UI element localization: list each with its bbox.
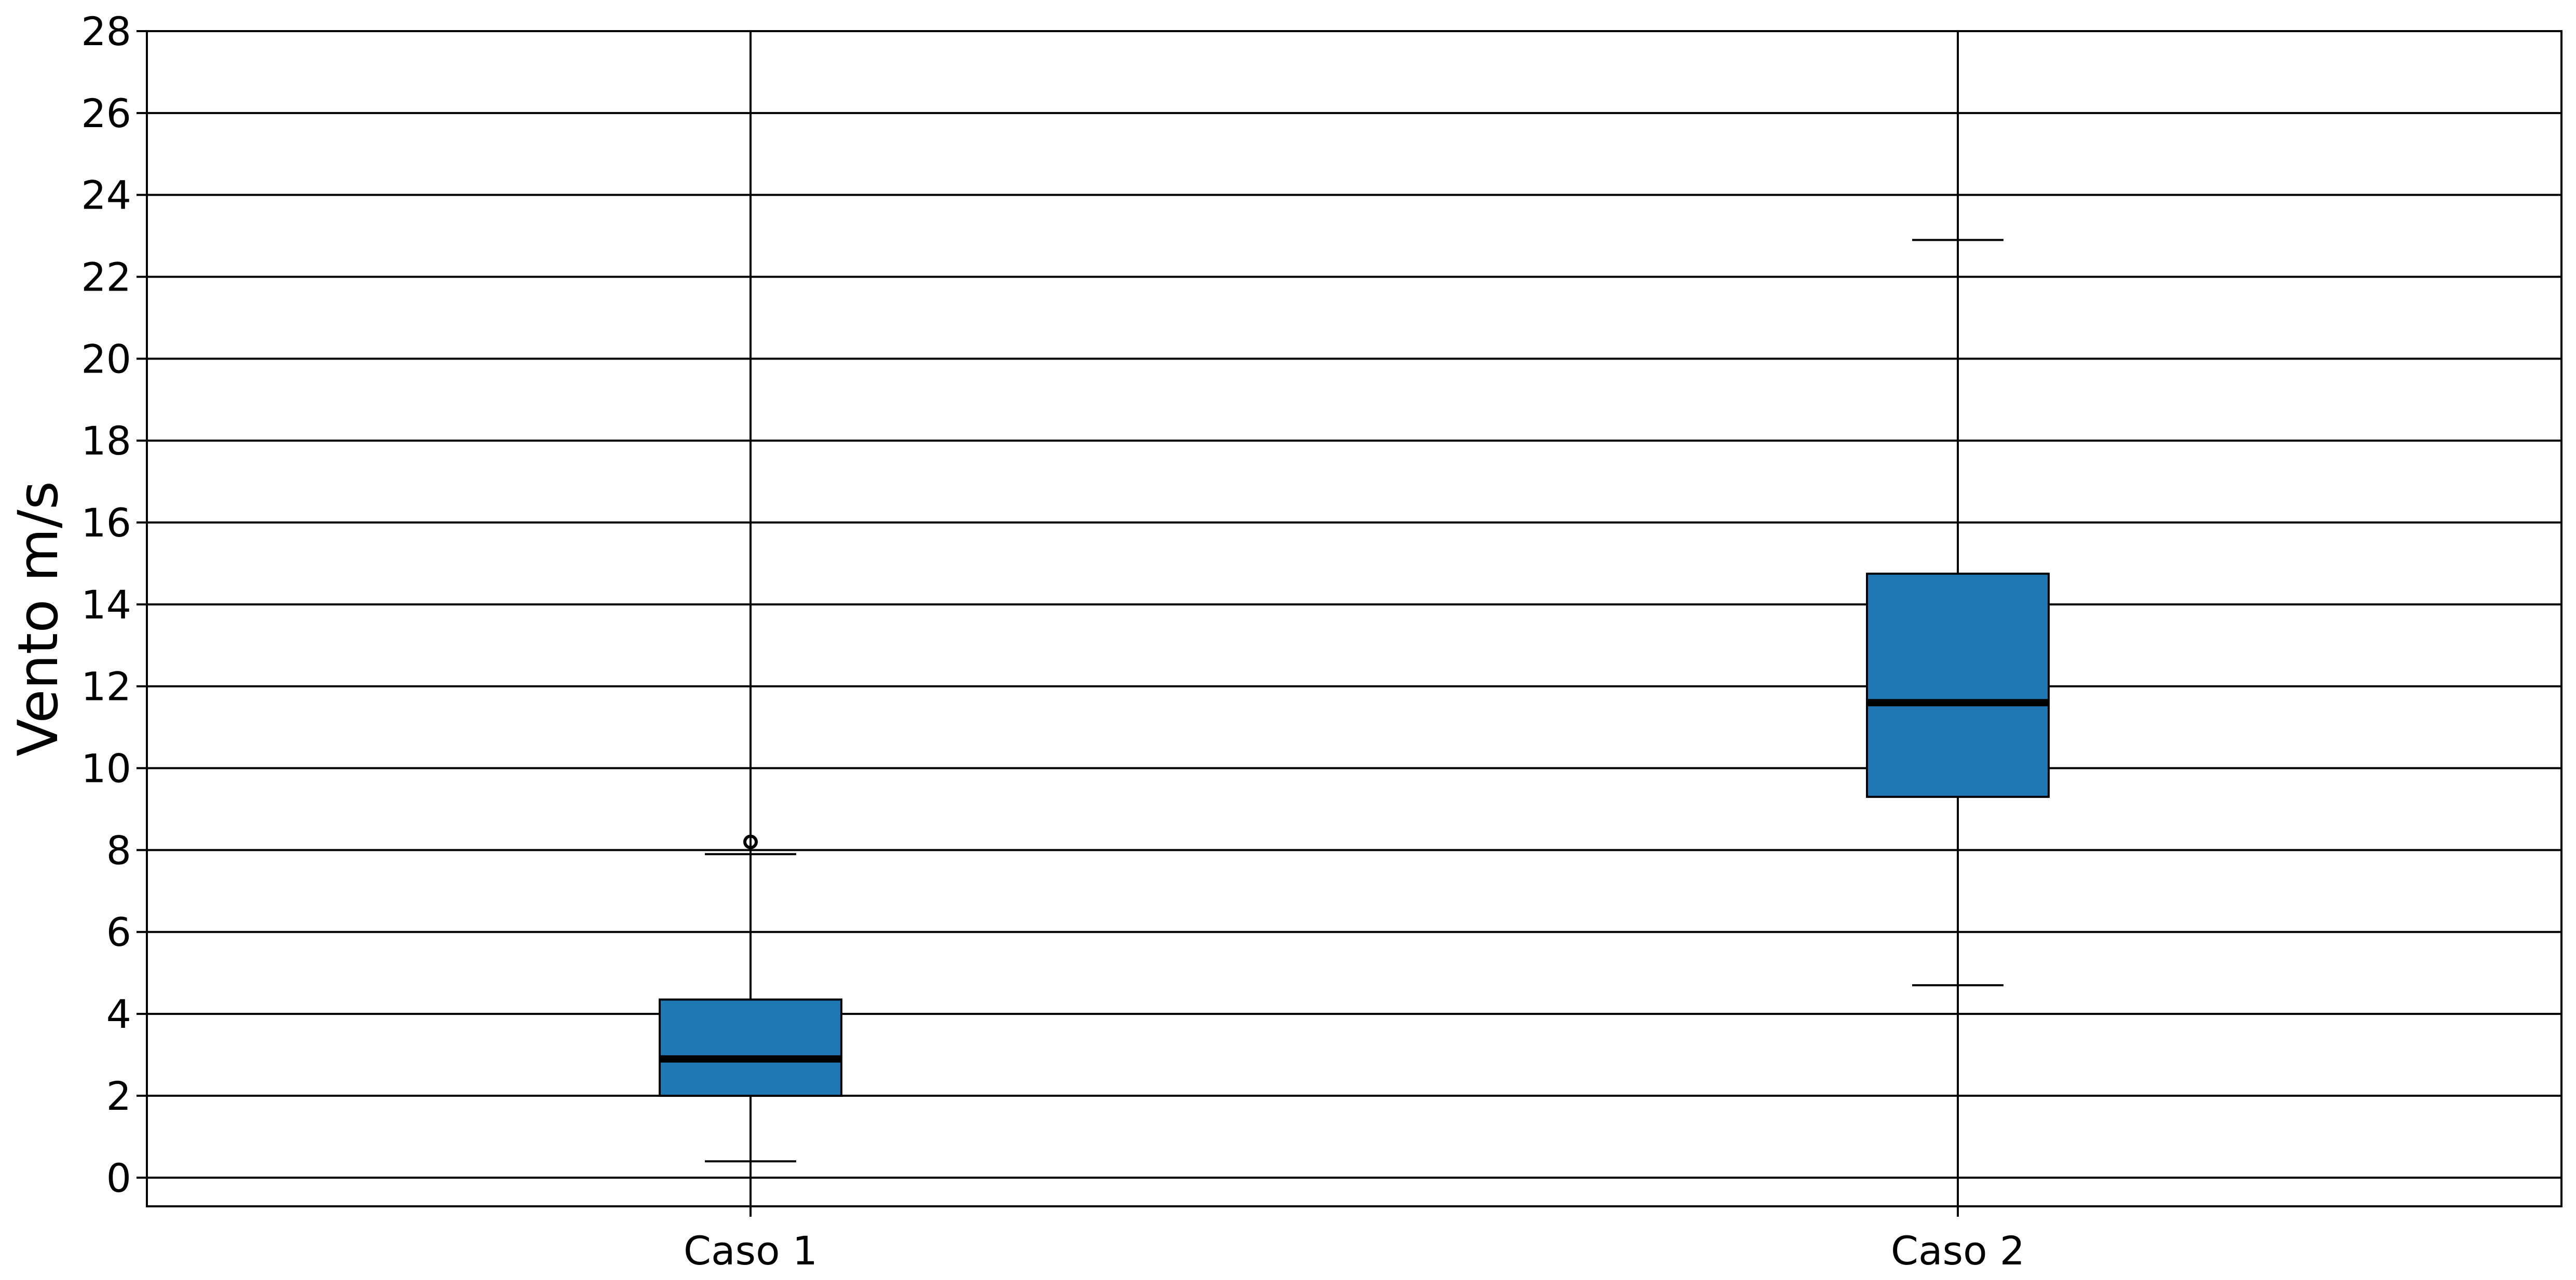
x-axis: Caso 1 Caso 2: [684, 1206, 2025, 1274]
y-tick-label: 0: [106, 1155, 131, 1201]
y-tick-label: 20: [81, 336, 131, 382]
y-tick-label: 2: [106, 1073, 131, 1119]
y-tick-label: 26: [81, 90, 131, 136]
y-tick-label: 24: [81, 172, 131, 218]
y-axis-label: Vento m/s: [6, 481, 70, 756]
box-2: [1866, 239, 2050, 986]
box-1: [659, 834, 842, 1163]
outlier-point: [743, 834, 758, 849]
y-tick-label: 8: [106, 827, 131, 873]
y-tick-label: 12: [81, 664, 131, 710]
box-iqr: [659, 998, 842, 1097]
y-tick-label: 10: [81, 746, 131, 792]
y-tick-label: 18: [81, 418, 131, 464]
grid-lines: [147, 30, 2561, 1206]
y-tick-label: 22: [81, 254, 131, 300]
y-tick-label: 14: [81, 582, 131, 628]
y-tick-label: 16: [81, 500, 131, 546]
y-tick-label: 6: [106, 909, 131, 955]
box-series: [659, 239, 2050, 1163]
box-iqr: [1866, 572, 2050, 798]
plot-frame: [146, 30, 2563, 1207]
y-tick-label: 28: [81, 8, 131, 54]
x-tick-label: Caso 2: [1891, 1228, 2025, 1274]
y-tick-label: 4: [106, 991, 131, 1037]
x-tick-label: Caso 1: [684, 1228, 817, 1274]
